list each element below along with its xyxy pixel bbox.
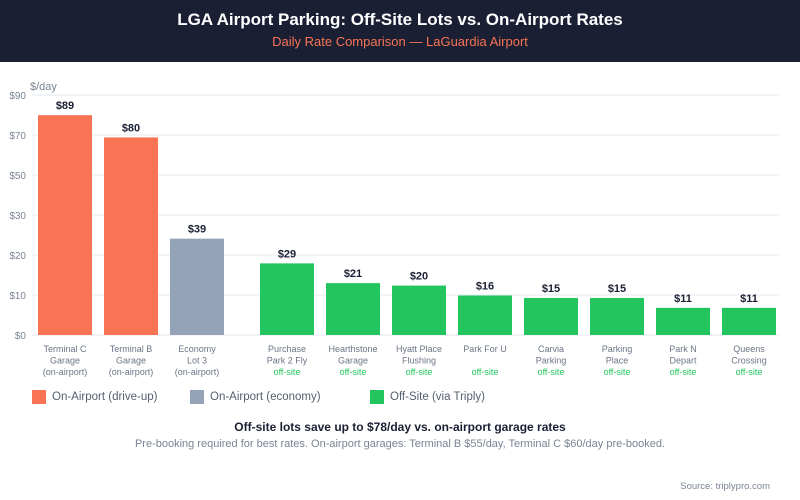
x-tick-label: Crossing <box>731 356 767 366</box>
chart-subtitle: Daily Rate Comparison — LaGuardia Airpor… <box>272 34 528 49</box>
bar <box>590 297 644 335</box>
x-tick-label: Parking <box>536 356 567 366</box>
data-label: $11 <box>740 293 758 305</box>
bar <box>326 283 380 335</box>
bar <box>722 307 776 335</box>
x-tick-label: Terminal C <box>43 344 87 354</box>
legend-item-on-airport: On-Airport (drive-up) <box>32 390 157 404</box>
y-axis-label: $/day <box>30 81 57 93</box>
y-tick-label: $70 <box>9 131 26 142</box>
x-tick-label: Purchase <box>268 344 306 354</box>
y-tick-label: $50 <box>9 171 26 182</box>
category-tag: off-site <box>340 367 367 377</box>
booking-note: Pre-booking required for best rates. On-… <box>134 438 666 450</box>
bar <box>458 295 512 335</box>
y-tick-label: $0 <box>15 331 27 342</box>
x-tick-label: Parking <box>602 344 633 354</box>
legend-label: Off-Site (via Triply) <box>390 391 485 403</box>
chart-title: LGA Airport Parking: Off-Site Lots vs. O… <box>177 10 623 29</box>
source-credit: Source: triplypro.com <box>680 481 770 492</box>
bar <box>38 115 92 335</box>
data-label: $89 <box>56 100 74 112</box>
data-label: $15 <box>608 283 626 295</box>
legend-label: On-Airport (economy) <box>210 391 321 403</box>
data-label: $11 <box>674 293 692 305</box>
x-tick-label: Place <box>606 356 629 366</box>
legend-swatch <box>32 390 46 404</box>
x-tick-label: Depart <box>669 356 697 366</box>
legend-swatch <box>370 390 384 404</box>
x-tick-label: Park 2 Fly <box>267 356 308 366</box>
category-tag: off-site <box>538 367 565 377</box>
bar <box>524 297 578 335</box>
bar <box>392 285 446 335</box>
legend-item-off-site: Off-Site (via Triply) <box>370 390 485 404</box>
x-tick-label: (on-airport) <box>109 367 154 377</box>
bar <box>260 263 314 335</box>
x-tick-label: Hyatt Place <box>396 344 442 354</box>
category-tag: off-site <box>472 367 499 377</box>
category-tag: off-site <box>736 367 763 377</box>
y-tick-label: $30 <box>9 211 26 222</box>
bar <box>656 307 710 335</box>
legend-label: On-Airport (drive-up) <box>52 391 158 403</box>
category-tag: off-site <box>604 367 631 377</box>
category-tag: off-site <box>670 367 697 377</box>
category-tag: off-site <box>274 367 301 377</box>
x-tick-label: Queens <box>733 344 765 354</box>
category-tag: off-site <box>406 367 433 377</box>
bar <box>170 238 224 335</box>
x-tick-label: Lot 3 <box>187 356 207 366</box>
x-tick-label: Park N <box>669 344 697 354</box>
header: LGA Airport Parking: Off-Site Lots vs. O… <box>0 0 800 62</box>
bar <box>104 137 158 335</box>
x-tick-label: Garage <box>338 356 368 366</box>
y-tick-label: $90 <box>9 91 26 102</box>
x-tick-label: Hearthstone <box>328 344 377 354</box>
legend-item-economy: On-Airport (economy) <box>190 390 321 404</box>
data-label: $80 <box>122 122 140 134</box>
data-label: $39 <box>188 224 206 236</box>
x-tick-label: (on-airport) <box>43 367 88 377</box>
data-label: $16 <box>476 280 494 292</box>
x-tick-label: Garage <box>116 356 146 366</box>
bar-chart: $/day $0 $10 $20 $30 $50 $70 $90 $89 Terminal C Ga… <box>9 81 780 377</box>
y-tick-label: $20 <box>9 251 26 262</box>
x-tick-label: Economy <box>178 344 216 354</box>
data-label: $29 <box>278 248 296 260</box>
x-tick-label: Flushing <box>402 356 436 366</box>
data-label: $21 <box>344 268 362 280</box>
legend-swatch <box>190 390 204 404</box>
x-tick-label: Terminal B <box>110 344 153 354</box>
savings-note: Off-site lots save up to $78/day vs. on-… <box>234 420 566 434</box>
data-label: $15 <box>542 283 560 295</box>
x-tick-label: Garage <box>50 356 80 366</box>
x-tick-label: Carvia <box>538 344 564 354</box>
y-tick-label: $10 <box>9 291 26 302</box>
x-tick-label: (on-airport) <box>175 367 220 377</box>
data-label: $20 <box>410 271 428 283</box>
x-tick-label: Park For U <box>463 344 507 354</box>
